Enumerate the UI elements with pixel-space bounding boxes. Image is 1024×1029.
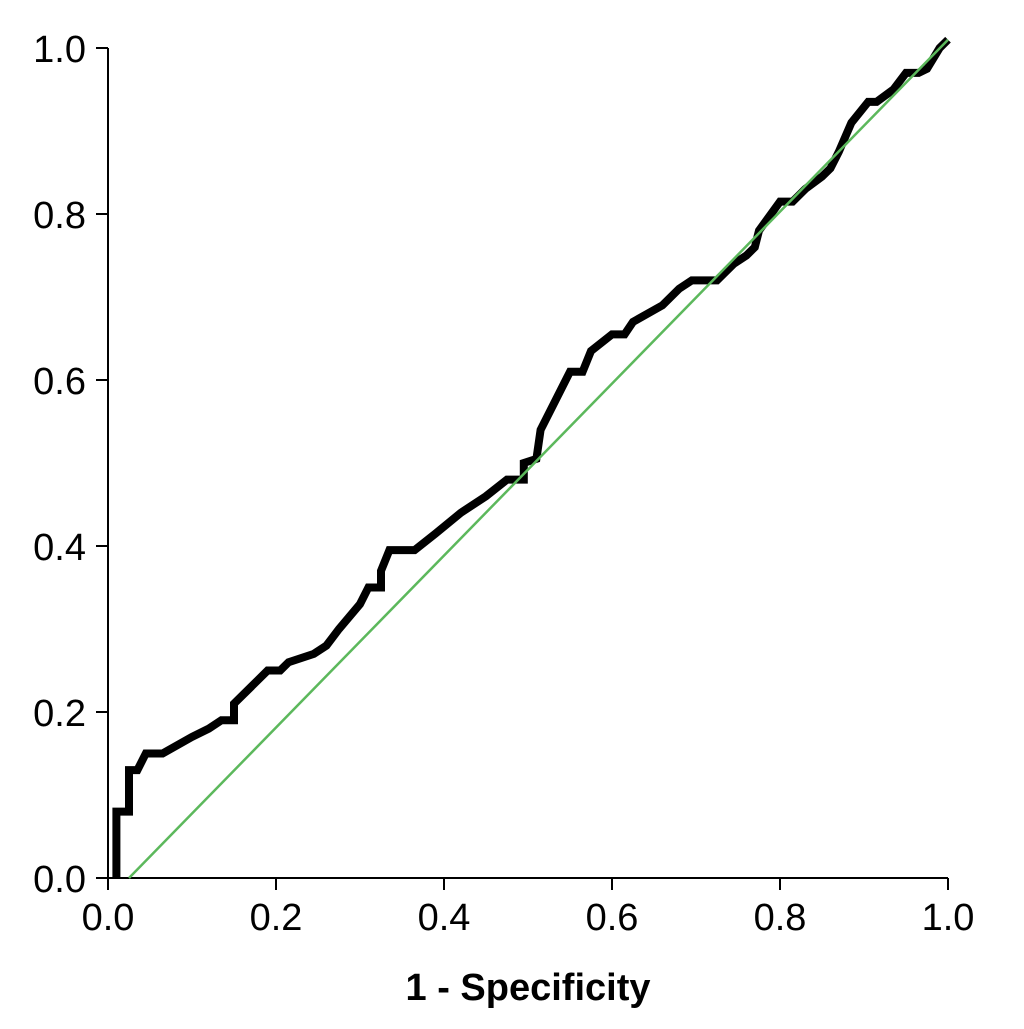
- axes: [96, 47, 949, 890]
- x-axis-title: 1 - Specificity: [406, 967, 651, 1009]
- y-tick-label: 0.2: [33, 693, 86, 735]
- labels-layer: 0.0 0.2 0.4 0.6 0.8 1.0 0.0 0.2 0.4 0.6 0.8 1.0: [33, 29, 974, 939]
- x-tick-label: 1.0: [922, 897, 975, 939]
- x-tick-label: 0.4: [418, 897, 471, 939]
- x-tick-label: 0.8: [754, 897, 807, 939]
- y-tick-label: 1.0: [33, 29, 86, 71]
- y-tick-label: 0.6: [33, 361, 86, 403]
- series-layer: [112, 36, 951, 879]
- reference-diagonal-line: [128, 38, 949, 879]
- y-tick-label: 0.0: [33, 859, 86, 901]
- x-tick-label: 0.2: [250, 897, 303, 939]
- x-tick-label: 0.0: [82, 897, 135, 939]
- y-tick-label: 0.8: [33, 195, 86, 237]
- roc-curve-line: [112, 36, 951, 878]
- y-tick-label: 0.4: [33, 527, 86, 569]
- x-tick-label: 0.6: [586, 897, 639, 939]
